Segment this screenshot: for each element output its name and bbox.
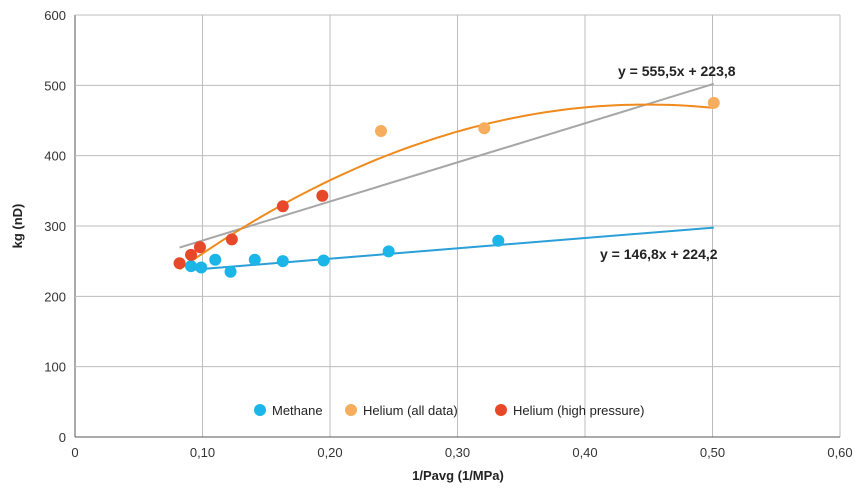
x-tick-label: 0	[71, 445, 78, 460]
legend-marker-helium-all	[345, 404, 357, 416]
point-helium-all-data	[707, 96, 720, 109]
grid	[74, 14, 841, 438]
y-tick-label: 300	[44, 219, 66, 234]
point-methane	[209, 253, 222, 266]
point-methane	[224, 265, 237, 278]
x-tick-label: 0,20	[317, 445, 342, 460]
legend-marker-methane	[254, 404, 266, 416]
trendline-linear	[179, 82, 715, 249]
legend: Methane Helium (all data) Helium (high p…	[254, 403, 645, 418]
y-axis-title: kg (nD)	[10, 204, 25, 249]
point-helium-all-data	[478, 122, 491, 135]
axis-ticks: 0 0,10 0,20 0,30 0,40 0,50 0,60 0 100 200 300 400 50…	[44, 8, 852, 460]
x-tick-label: 0,30	[445, 445, 470, 460]
y-tick-label: 400	[44, 149, 66, 164]
y-tick-label: 500	[44, 78, 66, 93]
x-tick-label: 0,50	[700, 445, 725, 460]
x-tick-label: 0,60	[827, 445, 852, 460]
y-tick-label: 600	[44, 8, 66, 23]
point-helium-all-data	[375, 125, 387, 138]
trendline-polynomial	[179, 103, 714, 271]
equation-label-helium: y = 555,5x + 223,8	[618, 63, 736, 79]
legend-label-methane: Methane	[272, 403, 323, 418]
point-methane	[248, 253, 261, 266]
point-helium-high-pressure	[276, 200, 289, 213]
y-tick-label: 200	[44, 289, 66, 304]
point-helium-high-pressure	[173, 257, 186, 270]
y-tick-label: 0	[59, 430, 66, 445]
trendlines	[179, 82, 715, 271]
y-tick-label: 100	[44, 360, 66, 375]
point-methane	[195, 261, 208, 274]
point-helium-high-pressure	[193, 241, 206, 254]
point-methane	[317, 254, 330, 267]
legend-label-helium-all: Helium (all data)	[363, 403, 458, 418]
data-points	[173, 96, 720, 278]
point-methane	[276, 255, 289, 268]
equation-label-methane: y = 146,8x + 224,2	[600, 246, 718, 262]
x-axis-title: 1/Pavg (1/MPa)	[412, 468, 504, 483]
point-methane	[382, 245, 395, 258]
point-helium-high-pressure	[316, 189, 329, 202]
point-helium-high-pressure	[185, 248, 198, 261]
point-methane	[185, 260, 198, 273]
point-helium-high-pressure	[225, 233, 238, 246]
legend-label-helium-high: Helium (high pressure)	[513, 403, 645, 418]
x-tick-label: 0,40	[572, 445, 597, 460]
point-methane	[492, 234, 505, 247]
legend-marker-helium-high	[495, 404, 507, 416]
x-tick-label: 0,10	[190, 445, 215, 460]
